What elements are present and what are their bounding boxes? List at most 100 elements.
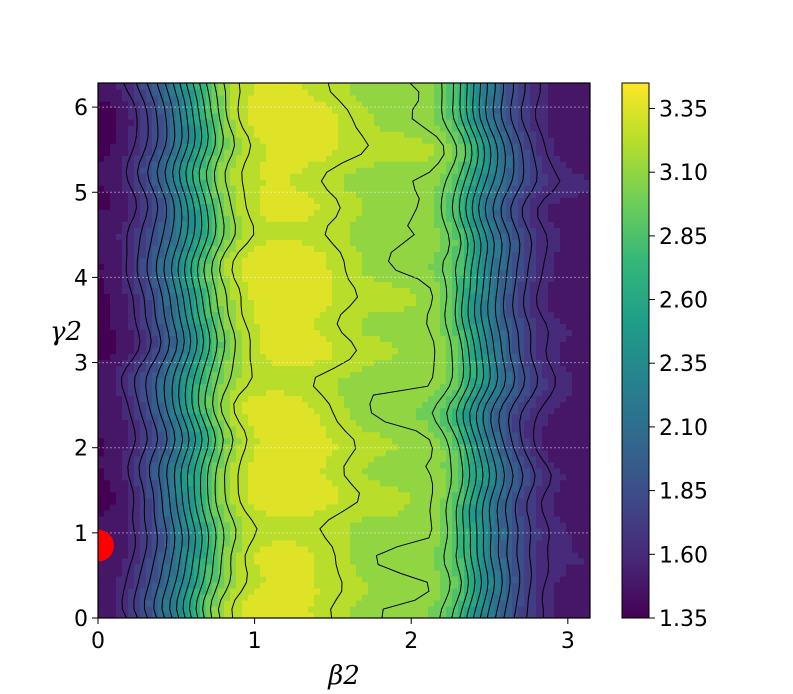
heat-cell xyxy=(356,461,363,469)
heat-cell xyxy=(98,305,105,313)
heat-cell xyxy=(332,359,339,367)
heat-cell xyxy=(116,257,123,264)
heat-cell xyxy=(164,299,171,307)
heat-cell xyxy=(320,269,327,276)
heat-cell xyxy=(260,419,267,427)
heat-cell xyxy=(428,593,435,601)
heat-cell xyxy=(212,365,219,373)
heat-cell xyxy=(368,257,375,264)
heat-cell xyxy=(116,479,123,487)
heat-cell xyxy=(422,407,429,415)
heat-cell xyxy=(206,611,213,618)
heat-cell xyxy=(152,443,159,451)
heat-cell xyxy=(176,281,183,288)
heat-cell xyxy=(200,323,207,331)
heat-cell xyxy=(416,377,423,385)
heat-cell xyxy=(224,263,231,270)
heat-cell xyxy=(248,347,255,355)
heat-cell xyxy=(584,503,590,511)
heat-cell xyxy=(476,533,483,541)
heat-cell xyxy=(278,473,285,481)
heat-cell xyxy=(320,395,327,403)
heat-cell xyxy=(500,425,507,433)
heat-cell xyxy=(308,353,315,361)
heat-cell xyxy=(410,413,417,421)
heat-cell xyxy=(452,473,459,481)
heat-cell xyxy=(296,605,303,613)
heat-cell xyxy=(290,479,297,487)
heat-cell xyxy=(512,611,519,618)
heat-cell xyxy=(440,419,447,427)
heat-cell xyxy=(536,365,543,373)
heat-cell xyxy=(302,443,309,451)
heat-cell xyxy=(98,257,105,264)
heat-cell xyxy=(470,485,477,493)
heat-cell xyxy=(578,383,585,391)
heat-cell xyxy=(254,263,261,270)
heat-cell xyxy=(290,497,297,505)
heat-cell xyxy=(470,575,477,583)
heat-cell xyxy=(158,269,165,276)
heat-cell xyxy=(482,551,489,559)
contour-bands xyxy=(98,83,590,618)
heat-cell xyxy=(296,317,303,325)
heat-cell xyxy=(506,407,513,415)
heat-cell xyxy=(176,347,183,355)
heat-cell xyxy=(254,593,261,601)
heat-cell xyxy=(500,521,507,529)
heat-cell xyxy=(170,545,177,553)
heat-cell xyxy=(404,467,411,475)
heat-cell xyxy=(578,509,585,517)
heat-cell xyxy=(392,341,399,349)
heat-cell xyxy=(98,365,105,373)
heat-cell xyxy=(272,575,279,583)
heat-cell xyxy=(500,365,507,373)
heat-cell xyxy=(260,455,267,463)
heat-cell xyxy=(110,503,117,511)
heat-cell xyxy=(338,347,345,355)
heat-cell xyxy=(236,527,243,535)
heat-cell xyxy=(296,293,303,300)
heat-cell xyxy=(464,509,471,517)
heat-cell xyxy=(224,377,231,385)
heat-cell xyxy=(122,443,129,451)
heat-cell xyxy=(392,545,399,553)
heat-cell xyxy=(380,353,387,361)
heat-cell xyxy=(230,461,237,469)
heat-cell xyxy=(146,431,153,439)
heat-cell xyxy=(314,395,321,403)
heat-cell xyxy=(344,563,351,571)
heat-cell xyxy=(494,413,501,421)
heat-cell xyxy=(434,353,441,361)
heat-cell xyxy=(422,395,429,403)
heat-cell xyxy=(548,575,555,583)
heat-cell xyxy=(386,383,393,391)
heat-cell xyxy=(356,317,363,325)
heat-cell xyxy=(254,371,261,379)
heat-cell xyxy=(572,587,579,595)
heat-cell xyxy=(110,407,117,415)
heat-cell xyxy=(458,521,465,529)
heat-cell xyxy=(140,329,147,337)
heat-cell xyxy=(452,353,459,361)
heat-cell xyxy=(368,503,375,511)
heat-cell xyxy=(314,479,321,487)
heat-cell xyxy=(542,317,549,325)
heat-cell xyxy=(446,251,453,258)
heat-cell xyxy=(254,359,261,367)
heat-cell xyxy=(254,377,261,385)
heat-cell xyxy=(290,467,297,475)
heat-cell xyxy=(494,521,501,529)
heat-cell xyxy=(266,581,273,589)
heat-cell xyxy=(338,449,345,457)
heat-cell xyxy=(446,551,453,559)
heat-cell xyxy=(512,533,519,541)
heat-cell xyxy=(290,569,297,577)
heat-cell xyxy=(392,425,399,433)
heat-cell xyxy=(122,425,129,433)
heat-cell xyxy=(458,359,465,367)
heat-cell xyxy=(176,443,183,451)
heat-cell xyxy=(236,365,243,373)
heat-cell xyxy=(128,323,135,331)
heat-cell xyxy=(374,365,381,373)
